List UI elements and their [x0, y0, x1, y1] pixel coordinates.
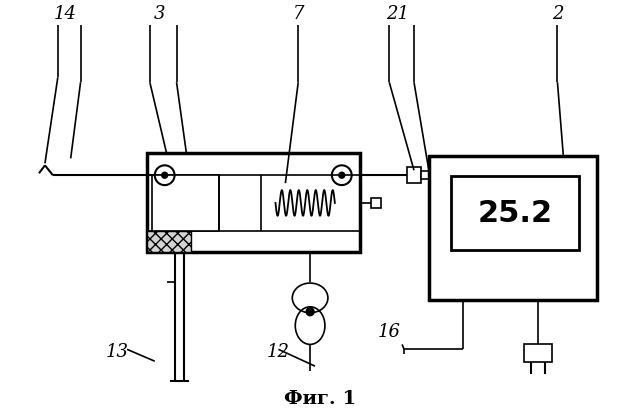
Text: 12: 12 — [267, 343, 290, 361]
Bar — [451, 176, 579, 251]
Text: 14: 14 — [54, 5, 77, 23]
Circle shape — [162, 172, 168, 178]
Bar — [524, 344, 552, 362]
Bar — [147, 153, 360, 252]
Text: 7: 7 — [292, 5, 304, 23]
Text: 13: 13 — [106, 343, 129, 361]
Bar — [371, 198, 381, 208]
Bar — [421, 171, 429, 179]
Text: 16: 16 — [378, 323, 401, 341]
Text: 2: 2 — [552, 5, 563, 23]
Text: Фиг. 1: Фиг. 1 — [284, 390, 356, 408]
Bar — [407, 167, 421, 183]
Text: 25.2: 25.2 — [477, 199, 552, 228]
Text: 3: 3 — [154, 5, 166, 23]
Text: 21: 21 — [386, 5, 409, 23]
Bar — [152, 175, 219, 230]
Circle shape — [339, 172, 345, 178]
Bar — [429, 156, 597, 300]
Circle shape — [306, 308, 314, 316]
Bar — [147, 230, 191, 252]
